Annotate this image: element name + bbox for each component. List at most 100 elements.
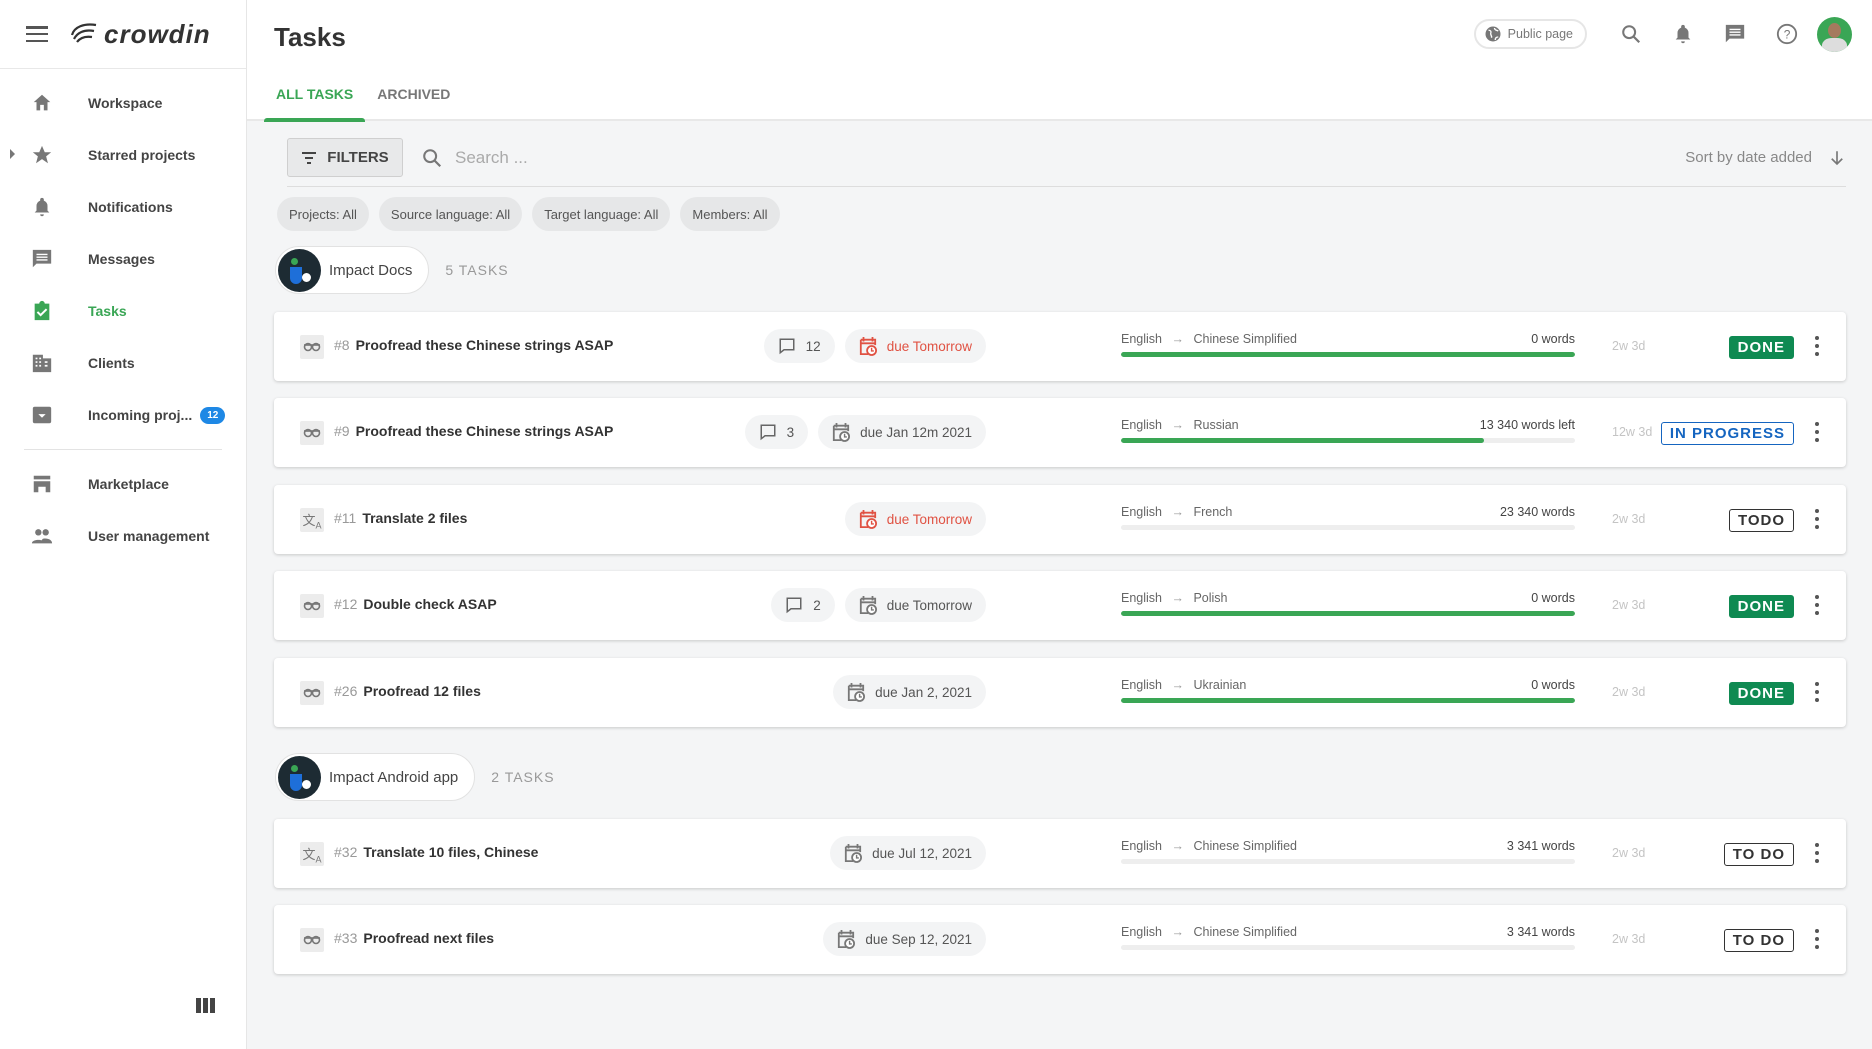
project-chip[interactable]: Impact Android app <box>275 753 476 801</box>
due-date: due Tomorrow <box>886 597 972 613</box>
comments-chip[interactable]: 2 <box>771 588 835 622</box>
bell-icon[interactable] <box>1657 14 1709 54</box>
sidebar-item-label: Workspace <box>88 95 163 111</box>
comments-chip[interactable]: 12 <box>763 329 835 363</box>
word-count: 3 341 words <box>1506 925 1575 939</box>
task-name[interactable]: #11 Translate 2 files <box>334 510 467 526</box>
task-row[interactable]: #26 Proofread 12 files due Jan 2, 2021 En… <box>274 658 1846 727</box>
target-language: Chinese Simplified <box>1193 925 1297 939</box>
due-date-chip: due Tomorrow <box>844 588 986 622</box>
more-options-icon[interactable] <box>1814 336 1820 356</box>
public-page-button[interactable]: Public page <box>1473 19 1587 49</box>
help-icon[interactable]: ? <box>1761 14 1813 54</box>
task-name[interactable]: #12 Double check ASAP <box>334 596 497 612</box>
task-meta: due Tomorrow <box>844 502 986 536</box>
comments-chip[interactable]: 3 <box>744 415 809 449</box>
task-meta: due Sep 12, 2021 <box>823 922 986 956</box>
status-badge: DONE <box>1728 595 1794 618</box>
word-count: 23 340 words <box>1499 505 1575 519</box>
search-icon <box>423 148 442 167</box>
more-options-icon[interactable] <box>1814 509 1820 529</box>
more-options-icon[interactable] <box>1814 595 1820 615</box>
sidebar-item-notifications[interactable]: Notifications <box>0 181 246 233</box>
sidebar-item-clients[interactable]: Clients <box>0 337 246 389</box>
progress-bar <box>1121 859 1575 864</box>
comment-count: 2 <box>813 597 821 613</box>
progress-bar <box>1121 352 1575 357</box>
store-icon <box>33 475 51 493</box>
status-badge: TODO <box>1728 509 1794 532</box>
comment-icon <box>786 597 802 614</box>
more-options-icon[interactable] <box>1814 682 1820 702</box>
task-row[interactable]: #8 Proofread these Chinese strings ASAP 1… <box>274 312 1846 381</box>
target-language: Russian <box>1193 418 1239 432</box>
sidebar-item-label: Tasks <box>88 303 127 319</box>
project-chip[interactable]: Impact Docs <box>275 246 430 294</box>
sidebar-item-user-management[interactable]: User management <box>0 510 246 562</box>
search-input[interactable] <box>455 147 855 168</box>
menu-icon[interactable] <box>26 26 48 42</box>
calendar-clock-icon <box>859 596 877 615</box>
arrow-right-icon: → <box>1171 591 1184 605</box>
task-type-badge <box>300 421 324 445</box>
calendar-clock-icon <box>859 337 877 356</box>
messages-icon[interactable] <box>1709 14 1761 54</box>
tab-all-tasks[interactable]: ALL TASKS <box>264 80 366 122</box>
task-row[interactable]: #33 Proofread next files due Sep 12, 2021… <box>274 905 1846 974</box>
search-icon[interactable] <box>1605 14 1657 54</box>
status-badge: IN PROGRESS <box>1660 422 1794 445</box>
task-name[interactable]: #32 Translate 10 files, Chinese <box>334 844 538 860</box>
sidebar-divider <box>24 449 222 450</box>
filters-button[interactable]: FILTERS <box>287 138 403 177</box>
search-box <box>421 138 1685 177</box>
proofread-glasses-icon <box>303 428 321 438</box>
user-avatar[interactable] <box>1817 16 1852 52</box>
sidebar-item-marketplace[interactable]: Marketplace <box>0 458 246 510</box>
task-row[interactable]: #9 Proofread these Chinese strings ASAP 3… <box>274 398 1846 467</box>
comment-icon <box>760 424 776 441</box>
sidebar: crowdin Workspace Starred projects Notific… <box>0 0 247 1049</box>
sort-control[interactable]: Sort by date added <box>1685 138 1846 177</box>
sidebar-item-incoming-proj[interactable]: Incoming proj... 12 <box>0 389 246 441</box>
crowdin-logo[interactable]: crowdin <box>68 19 211 50</box>
comment-icon <box>779 338 795 355</box>
filter-chip[interactable]: Source language: All <box>378 197 523 231</box>
task-name[interactable]: #26 Proofread 12 files <box>334 683 481 699</box>
task-age: 2w 3d <box>1612 512 1646 526</box>
source-language: English <box>1121 925 1162 939</box>
proofread-glasses-icon <box>303 601 321 611</box>
calendar-clock-icon <box>838 930 856 949</box>
filter-bar: FILTERS Sort by date added <box>287 138 1846 187</box>
word-count: 13 340 words left <box>1479 418 1575 432</box>
task-name[interactable]: #9 Proofread these Chinese strings ASAP <box>334 423 613 439</box>
more-options-icon[interactable] <box>1814 422 1820 442</box>
filter-chip[interactable]: Members: All <box>680 197 780 231</box>
source-language: English <box>1121 591 1162 605</box>
sidebar-item-workspace[interactable]: Workspace <box>0 77 246 129</box>
filter-chip[interactable]: Target language: All <box>532 197 671 231</box>
sidebar-item-starred-projects[interactable]: Starred projects <box>0 129 246 181</box>
columns-icon[interactable] <box>196 998 215 1013</box>
filter-chip[interactable]: Projects: All <box>277 197 369 231</box>
expand-arrow-icon[interactable] <box>10 149 15 159</box>
due-date-chip: due Jan 2, 2021 <box>833 675 986 709</box>
task-row[interactable]: 文A #11 Translate 2 files due Tomorrow Eng… <box>274 485 1846 554</box>
source-language: English <box>1121 332 1162 346</box>
arrow-right-icon: → <box>1171 678 1184 692</box>
task-row[interactable]: 文A #32 Translate 10 files, Chinese due Ju… <box>274 819 1846 888</box>
task-meta: 3 due Jan 12m 2021 <box>744 415 986 449</box>
word-count: 0 words <box>1531 678 1575 692</box>
arrow-right-icon: → <box>1171 839 1184 853</box>
due-date-chip: due Sep 12, 2021 <box>823 922 986 956</box>
calendar-clock-icon <box>859 510 877 529</box>
task-name[interactable]: #8 Proofread these Chinese strings ASAP <box>334 337 613 353</box>
more-options-icon[interactable] <box>1814 929 1820 949</box>
task-name[interactable]: #33 Proofread next files <box>334 930 494 946</box>
sidebar-item-tasks[interactable]: Tasks <box>0 285 246 337</box>
task-row[interactable]: #12 Double check ASAP 2 due Tomorrow Engl… <box>274 571 1846 640</box>
tab-archived[interactable]: ARCHIVED <box>377 86 451 102</box>
more-options-icon[interactable] <box>1814 843 1820 863</box>
tabs: ALL TASKS ARCHIVED <box>264 80 462 122</box>
sidebar-item-messages[interactable]: Messages <box>0 233 246 285</box>
source-language: English <box>1121 505 1162 519</box>
